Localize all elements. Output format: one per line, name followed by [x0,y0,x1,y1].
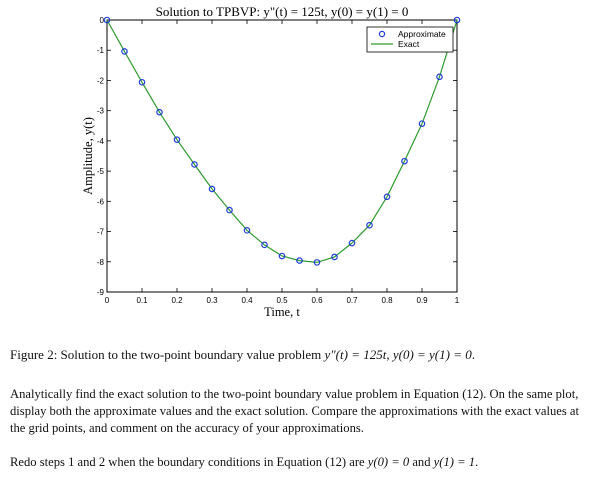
x-tick-label: 0.3 [206,296,218,305]
y-tick-label: -7 [97,228,105,237]
chart-title: Solution to TPBVP: y"(t) = 125t, y(0) = … [156,4,409,19]
approximate-point [208,185,216,193]
approximate-point [121,48,128,55]
series-layer [103,16,461,266]
para2-prefix: Redo steps 1 and 2 when the boundary con… [10,455,368,469]
legend-label-approximate: Approximate [398,29,446,39]
approximate-point [191,161,198,168]
x-tick-label: 0.5 [276,296,288,305]
caption-suffix: . [471,347,475,362]
approximate-point [383,193,391,201]
instruction-paragraph-2: Redo steps 1 and 2 when the boundary con… [10,454,585,471]
approximate-point [348,239,356,247]
y-tick-label: -8 [97,258,105,267]
series-line-exact [106,19,458,264]
para2-mid: and [409,455,434,469]
instruction-paragraph-1: Analytically find the exact solution to … [10,387,580,435]
y-tick-label: -9 [97,288,105,297]
y-axis-ticks: 0 -1 -2 -3 -4 -5 -6 -7 -8 -9 [97,16,457,297]
x-tick-label: 0.4 [241,296,253,305]
approximate-point [366,221,373,229]
caption-equation: y″(t) = 125t, y(0) = y(1) = 0 [324,347,472,362]
legend-marker-approximate [378,30,386,38]
plot-area [106,19,458,293]
y-tick-label: -5 [97,167,105,176]
approximate-point [331,253,338,261]
approximate-point [453,16,461,24]
x-tick-label: 0.7 [346,296,358,305]
x-tick-label: 0 [105,296,110,305]
approximate-point [226,206,233,214]
y-tick-label: -2 [97,76,105,85]
chart-svg: Solution to TPBVP: y"(t) = 125t, y(0) = … [81,4,461,319]
x-tick-label: 0.1 [136,296,148,305]
approximate-point [313,259,321,266]
y-tick-label: -6 [97,197,105,206]
approximate-point [401,157,408,165]
approximate-point [173,136,181,143]
x-tick-label: 0.6 [311,296,323,305]
para2-suffix: . [475,455,479,469]
caption-prefix: Figure 2: Solution to the two-point boun… [10,347,325,362]
y-tick-label: -3 [97,107,105,116]
para2-equation-2: y(1) = 1 [433,455,476,469]
approximate-point [436,73,443,81]
legend-label-exact: Exact [398,39,420,49]
x-tick-label: 0.8 [381,296,393,305]
approximate-point [261,241,268,249]
y-axis-label: Amplitude, y(t) [81,117,95,195]
x-axis-ticks: 0 0.1 0.2 0.3 0.4 0.5 0.6 0.7 0.8 0.9 1 [105,20,460,305]
x-tick-label: 0.2 [171,296,183,305]
x-tick-label: 0.9 [416,296,428,305]
y-tick-label: 0 [100,16,105,25]
approximate-point [243,227,251,234]
approximate-point [156,108,163,116]
approximate-point [296,257,303,264]
x-tick-label: 1 [455,296,460,305]
y-tick-label: -1 [97,46,105,55]
y-tick-label: -4 [97,137,105,146]
para2-equation-1: y(0) = 0 [367,455,410,469]
approximate-point [418,120,426,127]
chart-figure: Solution to TPBVP: y"(t) = 125t, y(0) = … [81,4,461,319]
approximate-point [278,252,286,260]
chart-legend: Approximate Exact [366,26,454,53]
approximate-point [103,16,111,24]
approximate-point [138,78,146,86]
figure-caption: Figure 2: Solution to the two-point boun… [10,347,585,363]
x-axis-label: Time, t [264,305,300,319]
